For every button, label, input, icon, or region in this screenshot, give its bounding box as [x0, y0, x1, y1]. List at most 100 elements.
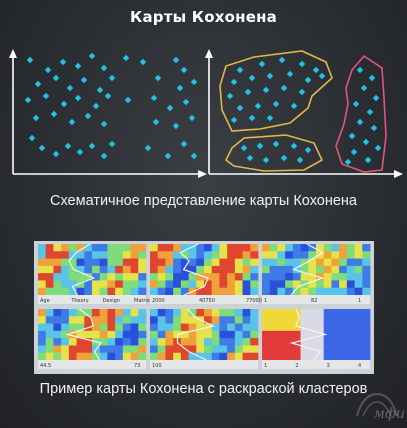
cluster-data-point: [230, 78, 238, 86]
som-scale-bar: [150, 295, 258, 304]
som-cell: [99, 316, 108, 324]
data-point: [92, 102, 100, 110]
som-cell: [346, 265, 355, 274]
som-cell: [165, 265, 174, 274]
som-cell: [68, 316, 77, 324]
logo-text: мфи: [373, 406, 405, 422]
cluster-data-point: [262, 86, 270, 94]
som-scale-label: Age: [40, 298, 50, 304]
som-cell: [339, 323, 348, 332]
som-cell: [331, 265, 340, 274]
data-point: [74, 94, 82, 102]
som-cell: [122, 258, 131, 267]
som-cell: [269, 309, 278, 317]
som-cell: [115, 330, 124, 339]
som-cell: [173, 287, 182, 296]
som-cell: [84, 316, 93, 324]
som-cell: [173, 244, 182, 252]
som-cell: [53, 316, 62, 324]
som-cell: [285, 244, 294, 252]
som-cell: [122, 316, 131, 324]
som-cell: [204, 258, 213, 267]
cluster-data-point: [280, 154, 288, 162]
som-cell: [234, 273, 243, 281]
som-cell: [285, 316, 294, 324]
som-cell: [250, 352, 259, 361]
som-cell: [115, 323, 124, 332]
som-cell: [339, 338, 348, 346]
som-cell: [292, 287, 301, 296]
som-cell: [219, 244, 228, 252]
som-cell: [204, 330, 213, 339]
som-cell: [45, 244, 54, 252]
data-point: [26, 56, 34, 64]
som-cell: [331, 352, 340, 361]
data-point: [154, 74, 162, 82]
som-cell: [150, 244, 159, 252]
som-cell: [250, 273, 259, 281]
som-cell: [323, 258, 332, 267]
som-cell: [323, 265, 332, 274]
som-cell: [188, 309, 197, 317]
som-cell: [165, 244, 174, 252]
som-cell: [68, 244, 77, 252]
som-cell: [285, 323, 294, 332]
som-cell: [250, 265, 259, 274]
som-cell: [165, 280, 174, 289]
som-cell: [150, 338, 159, 346]
som-cell: [84, 345, 93, 354]
som-cell: [277, 251, 286, 259]
data-point: [104, 92, 112, 100]
data-point: [100, 64, 108, 72]
data-point: [124, 96, 132, 104]
som-cell: [150, 265, 159, 274]
som-cell: [269, 316, 278, 324]
som-scale-label: 1: [264, 363, 267, 369]
som-cell: [277, 280, 286, 289]
som-cell: [165, 316, 174, 324]
som-cell: [165, 338, 174, 346]
som-scale-label: Design: [103, 298, 120, 304]
som-scale-label: 2: [295, 363, 298, 369]
som-cell: [84, 330, 93, 339]
cluster-data-point: [226, 92, 234, 100]
schematic-scatter-plot: [9, 49, 207, 178]
data-point: [44, 66, 52, 74]
som-cell: [277, 352, 286, 361]
som-cell: [219, 338, 228, 346]
som-cell: [285, 338, 294, 346]
som-cell: [99, 251, 108, 259]
data-point: [139, 58, 147, 66]
som-cell: [211, 244, 220, 252]
som-cell: [92, 316, 101, 324]
som-cell: [150, 316, 159, 324]
som-cell: [277, 316, 286, 324]
som-cell: [323, 280, 332, 289]
som-cell: [285, 345, 294, 354]
som-cell: [346, 258, 355, 267]
som-cell: [165, 273, 174, 281]
som-cell: [196, 251, 205, 259]
som-cell: [211, 352, 220, 361]
som-cell: [331, 345, 340, 354]
som-cell: [285, 273, 294, 281]
som-cell: [354, 258, 363, 267]
som-cell: [38, 251, 47, 259]
data-point: [64, 142, 72, 150]
som-cell: [331, 309, 340, 317]
som-cell: [354, 280, 363, 289]
som-cell: [180, 287, 189, 296]
cluster-data-point: [356, 118, 364, 126]
som-cell: [138, 316, 147, 324]
cluster-data-point: [364, 156, 372, 164]
som-cell: [331, 338, 340, 346]
som-cell: [362, 345, 371, 354]
som-cell: [331, 273, 340, 281]
cluster-data-point: [244, 88, 252, 96]
som-cell: [76, 265, 85, 274]
som-cell: [354, 352, 363, 361]
som-cell: [122, 309, 131, 317]
som-cell: [242, 273, 251, 281]
som-cell: [331, 280, 340, 289]
som-cell: [45, 251, 54, 259]
